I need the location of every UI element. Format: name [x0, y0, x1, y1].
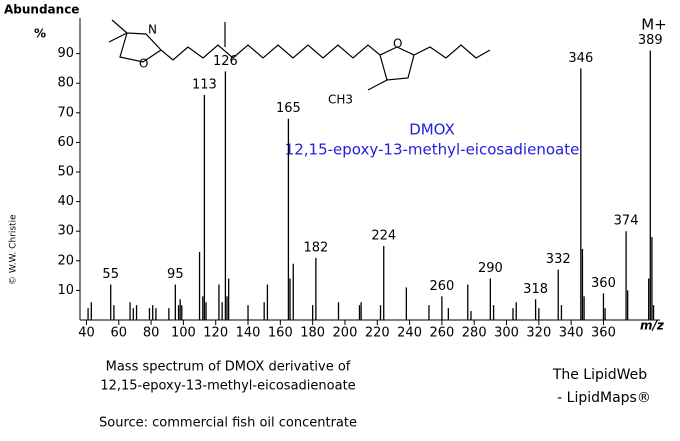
- y-tick-label: 90: [57, 46, 74, 61]
- x-tick-label: 40: [78, 326, 95, 341]
- x-tick-label: 80: [143, 326, 160, 341]
- x-tick-label: 360: [591, 326, 616, 341]
- x-tick-label: 160: [268, 326, 293, 341]
- x-tick-label: 100: [171, 326, 196, 341]
- peak-label: 346: [568, 51, 593, 66]
- x-tick-label: 200: [333, 326, 358, 341]
- y-tick-label: 70: [57, 105, 74, 120]
- x-axis-label: m/z: [640, 319, 665, 333]
- y-tick-label: 80: [57, 76, 74, 91]
- peak-label: 224: [371, 229, 396, 244]
- peak-label: 360: [591, 276, 616, 291]
- structure: [108, 19, 491, 91]
- structure-atom: O: [139, 57, 148, 71]
- x-tick-label: 180: [300, 326, 325, 341]
- x-tick-label: 260: [429, 326, 454, 341]
- credit: - LipidMaps®: [557, 390, 651, 406]
- x-tick-label: 220: [365, 326, 390, 341]
- y-tick-label: 20: [57, 253, 74, 268]
- x-tick-label: 320: [526, 326, 551, 341]
- caption: 12,15-epoxy-13-methyl-eicosadienoate: [100, 379, 355, 394]
- peak-label: 55: [102, 267, 119, 282]
- y-axis-label: Abundance: [4, 3, 79, 17]
- peak-label: 260: [429, 279, 454, 294]
- molecular-ion-label: M+: [641, 16, 667, 34]
- peak-label: 389: [638, 33, 663, 48]
- x-tick-label: 60: [111, 326, 128, 341]
- y-tick-label: 60: [57, 135, 74, 150]
- caption: Source: commercial fish oil concentrate: [99, 416, 357, 431]
- y-tick-label: 10: [57, 283, 74, 298]
- x-tick-label: 120: [203, 326, 228, 341]
- copyright: © W.W. Christie: [9, 214, 19, 285]
- peak-label: 165: [276, 101, 301, 116]
- peak-label: 126: [213, 54, 238, 69]
- y-tick-label: 40: [57, 194, 74, 209]
- peak-label: 290: [478, 261, 503, 276]
- x-tick-label: 140: [236, 326, 261, 341]
- structure-atom: N: [148, 23, 157, 37]
- peak-label: 95: [167, 267, 184, 282]
- y-tick-label: 30: [57, 224, 74, 239]
- caption: Mass spectrum of DMOX derivative of: [106, 360, 351, 375]
- peak-label: 113: [192, 78, 217, 93]
- peak-label: 182: [303, 240, 328, 255]
- peak-label: 374: [614, 214, 639, 229]
- x-tick-label: 340: [559, 326, 584, 341]
- x-tick-label: 300: [494, 326, 519, 341]
- peak-label: 318: [523, 282, 548, 297]
- chart-subtitle: 12,15-epoxy-13-methyl-eicosadienoate: [285, 141, 580, 159]
- x-tick-label: 240: [397, 326, 422, 341]
- structure-atom: CH3: [328, 93, 353, 107]
- y-axis-unit: %: [34, 27, 46, 41]
- credit: The LipidWeb: [552, 367, 647, 383]
- y-tick-label: 50: [57, 165, 74, 180]
- peak-label: 332: [546, 252, 571, 267]
- structure-atom: O: [393, 37, 402, 51]
- x-tick-label: 280: [462, 326, 487, 341]
- chart-title: DMOX: [409, 121, 455, 139]
